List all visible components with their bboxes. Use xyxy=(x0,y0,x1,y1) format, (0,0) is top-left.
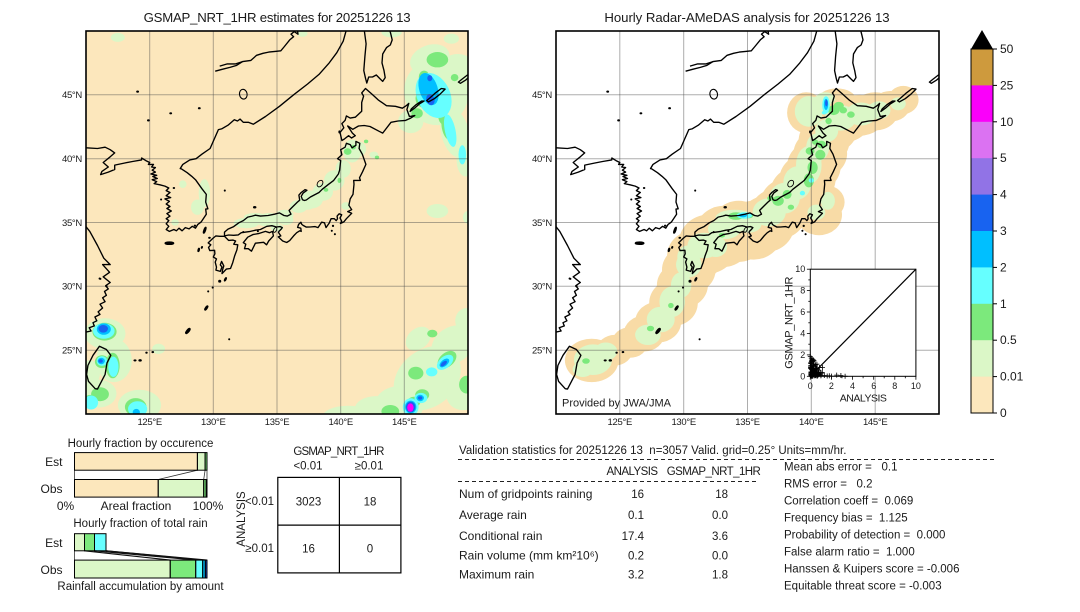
svg-text:Num of gridpoints raining: Num of gridpoints raining xyxy=(459,487,592,501)
svg-text:0.01: 0.01 xyxy=(1000,370,1024,384)
svg-text:Est: Est xyxy=(45,536,63,550)
svg-text:10: 10 xyxy=(911,381,921,391)
svg-text:5: 5 xyxy=(1000,151,1007,165)
svg-text:30°N: 30°N xyxy=(532,282,552,293)
svg-text:ANALYSIS: ANALYSIS xyxy=(607,466,659,478)
svg-text:≥0.01: ≥0.01 xyxy=(245,543,274,555)
svg-text:Provided by JWA/JMA: Provided by JWA/JMA xyxy=(562,398,672,410)
svg-text:145°E: 145°E xyxy=(863,417,888,428)
svg-text:≥0.01: ≥0.01 xyxy=(355,461,384,473)
svg-text:45°N: 45°N xyxy=(532,90,552,101)
svg-text:6: 6 xyxy=(871,381,876,391)
svg-text:8: 8 xyxy=(800,286,805,296)
svg-text:25°N: 25°N xyxy=(62,346,82,357)
svg-text:Probability of detection = 0.: Probability of detection = 0.000 xyxy=(784,530,945,542)
svg-text:25°N: 25°N xyxy=(532,346,552,357)
svg-text:0.0: 0.0 xyxy=(712,510,728,522)
svg-text:35°N: 35°N xyxy=(532,218,552,229)
svg-text:16: 16 xyxy=(631,489,644,501)
svg-text:10: 10 xyxy=(795,264,805,274)
svg-text:0: 0 xyxy=(800,371,805,381)
svg-text:3.6: 3.6 xyxy=(712,531,728,543)
svg-text:4: 4 xyxy=(800,329,805,339)
svg-text:Conditional rain: Conditional rain xyxy=(459,529,542,543)
svg-text:0.1: 0.1 xyxy=(628,510,644,522)
svg-text:0.2: 0.2 xyxy=(628,551,644,563)
svg-text:130°E: 130°E xyxy=(201,417,226,428)
svg-text:135°E: 135°E xyxy=(265,417,290,428)
svg-text:Mean abs error = 0.1: Mean abs error = 0.1 xyxy=(784,462,897,474)
svg-text:50: 50 xyxy=(1000,42,1014,56)
svg-text:0: 0 xyxy=(367,544,373,556)
svg-text:3023: 3023 xyxy=(296,497,322,509)
svg-text:Obs: Obs xyxy=(40,563,62,577)
svg-text:35°N: 35°N xyxy=(62,218,82,229)
svg-text:Equitable threat score = -0.00: Equitable threat score = -0.003 xyxy=(784,581,942,593)
svg-text:2: 2 xyxy=(800,350,805,360)
svg-text:Rain volume (mm km²10⁶): Rain volume (mm km²10⁶) xyxy=(459,549,599,563)
svg-text:125°E: 125°E xyxy=(137,417,162,428)
svg-text:0.5: 0.5 xyxy=(1000,333,1017,347)
svg-text:6: 6 xyxy=(800,307,805,317)
svg-text:2: 2 xyxy=(1000,260,1007,274)
svg-text:3: 3 xyxy=(1000,224,1007,238)
svg-text:25: 25 xyxy=(1000,78,1014,92)
svg-text:40°N: 40°N xyxy=(532,154,552,165)
svg-text:Maximum rain: Maximum rain xyxy=(459,568,534,582)
svg-text:4: 4 xyxy=(850,381,855,391)
svg-text:Rainfall accumulation by amoun: Rainfall accumulation by amount xyxy=(57,581,224,593)
svg-text:18: 18 xyxy=(364,497,377,509)
svg-text:RMS error = 0.2: RMS error = 0.2 xyxy=(784,479,873,491)
svg-text:140°E: 140°E xyxy=(328,417,353,428)
svg-text:45°N: 45°N xyxy=(62,90,82,101)
svg-text:1: 1 xyxy=(1000,297,1007,311)
svg-text:3.2: 3.2 xyxy=(628,570,644,582)
svg-text:0: 0 xyxy=(1000,406,1007,420)
svg-text:False alarm ratio = 1.000: False alarm ratio = 1.000 xyxy=(784,547,915,559)
svg-text:Hourly fraction by occurence: Hourly fraction by occurence xyxy=(68,438,214,450)
svg-text:130°E: 130°E xyxy=(671,417,696,428)
svg-text:Hanssen & Kuipers score = -0.0: Hanssen & Kuipers score = -0.006 xyxy=(784,564,959,576)
svg-text:17.4: 17.4 xyxy=(622,531,645,543)
svg-text:40°N: 40°N xyxy=(62,154,82,165)
svg-text:Correlation coeff = 0.069: Correlation coeff = 0.069 xyxy=(784,496,913,508)
svg-text:10: 10 xyxy=(1000,115,1014,129)
svg-text:<0.01: <0.01 xyxy=(245,496,274,508)
svg-text:1.8: 1.8 xyxy=(712,570,728,582)
svg-text:0: 0 xyxy=(808,381,813,391)
svg-text:Frequency bias = 1.125: Frequency bias = 1.125 xyxy=(784,513,908,525)
svg-text:18: 18 xyxy=(715,489,728,501)
svg-text:Obs: Obs xyxy=(40,482,62,496)
svg-text:135°E: 135°E xyxy=(735,417,760,428)
svg-text:2: 2 xyxy=(829,381,834,391)
svg-text:Hourly fraction of total rain: Hourly fraction of total rain xyxy=(73,518,207,530)
svg-text:Hourly Radar-AMeDAS analysis f: Hourly Radar-AMeDAS analysis for 2025122… xyxy=(604,10,889,25)
svg-text:ANALYSIS: ANALYSIS xyxy=(236,491,248,547)
svg-text:0%: 0% xyxy=(57,499,75,513)
svg-text:145°E: 145°E xyxy=(392,417,417,428)
svg-text:GSMAP_NRT_1HR: GSMAP_NRT_1HR xyxy=(667,466,761,478)
svg-text:4: 4 xyxy=(1000,188,1007,202)
svg-text:Est: Est xyxy=(45,455,63,469)
svg-text:Areal fraction: Areal fraction xyxy=(101,499,172,513)
svg-text:125°E: 125°E xyxy=(608,417,633,428)
svg-text:<0.01: <0.01 xyxy=(293,461,322,473)
svg-text:16: 16 xyxy=(302,544,315,556)
svg-text:GSMAP_NRT_1HR: GSMAP_NRT_1HR xyxy=(783,276,795,368)
svg-text:Validation statistics for 2025: Validation statistics for 20251226 13 n=… xyxy=(459,445,846,457)
svg-text:GSMAP_NRT_1HR estimates for 20: GSMAP_NRT_1HR estimates for 20251226 13 xyxy=(144,10,411,25)
svg-text:100%: 100% xyxy=(193,499,224,513)
svg-text:GSMAP_NRT_1HR: GSMAP_NRT_1HR xyxy=(293,446,384,458)
svg-text:ANALYSIS: ANALYSIS xyxy=(840,392,887,404)
svg-text:0.0: 0.0 xyxy=(712,551,728,563)
svg-text:Average rain: Average rain xyxy=(459,508,527,522)
svg-text:30°N: 30°N xyxy=(62,282,82,293)
svg-text:8: 8 xyxy=(892,381,897,391)
svg-text:140°E: 140°E xyxy=(799,417,824,428)
